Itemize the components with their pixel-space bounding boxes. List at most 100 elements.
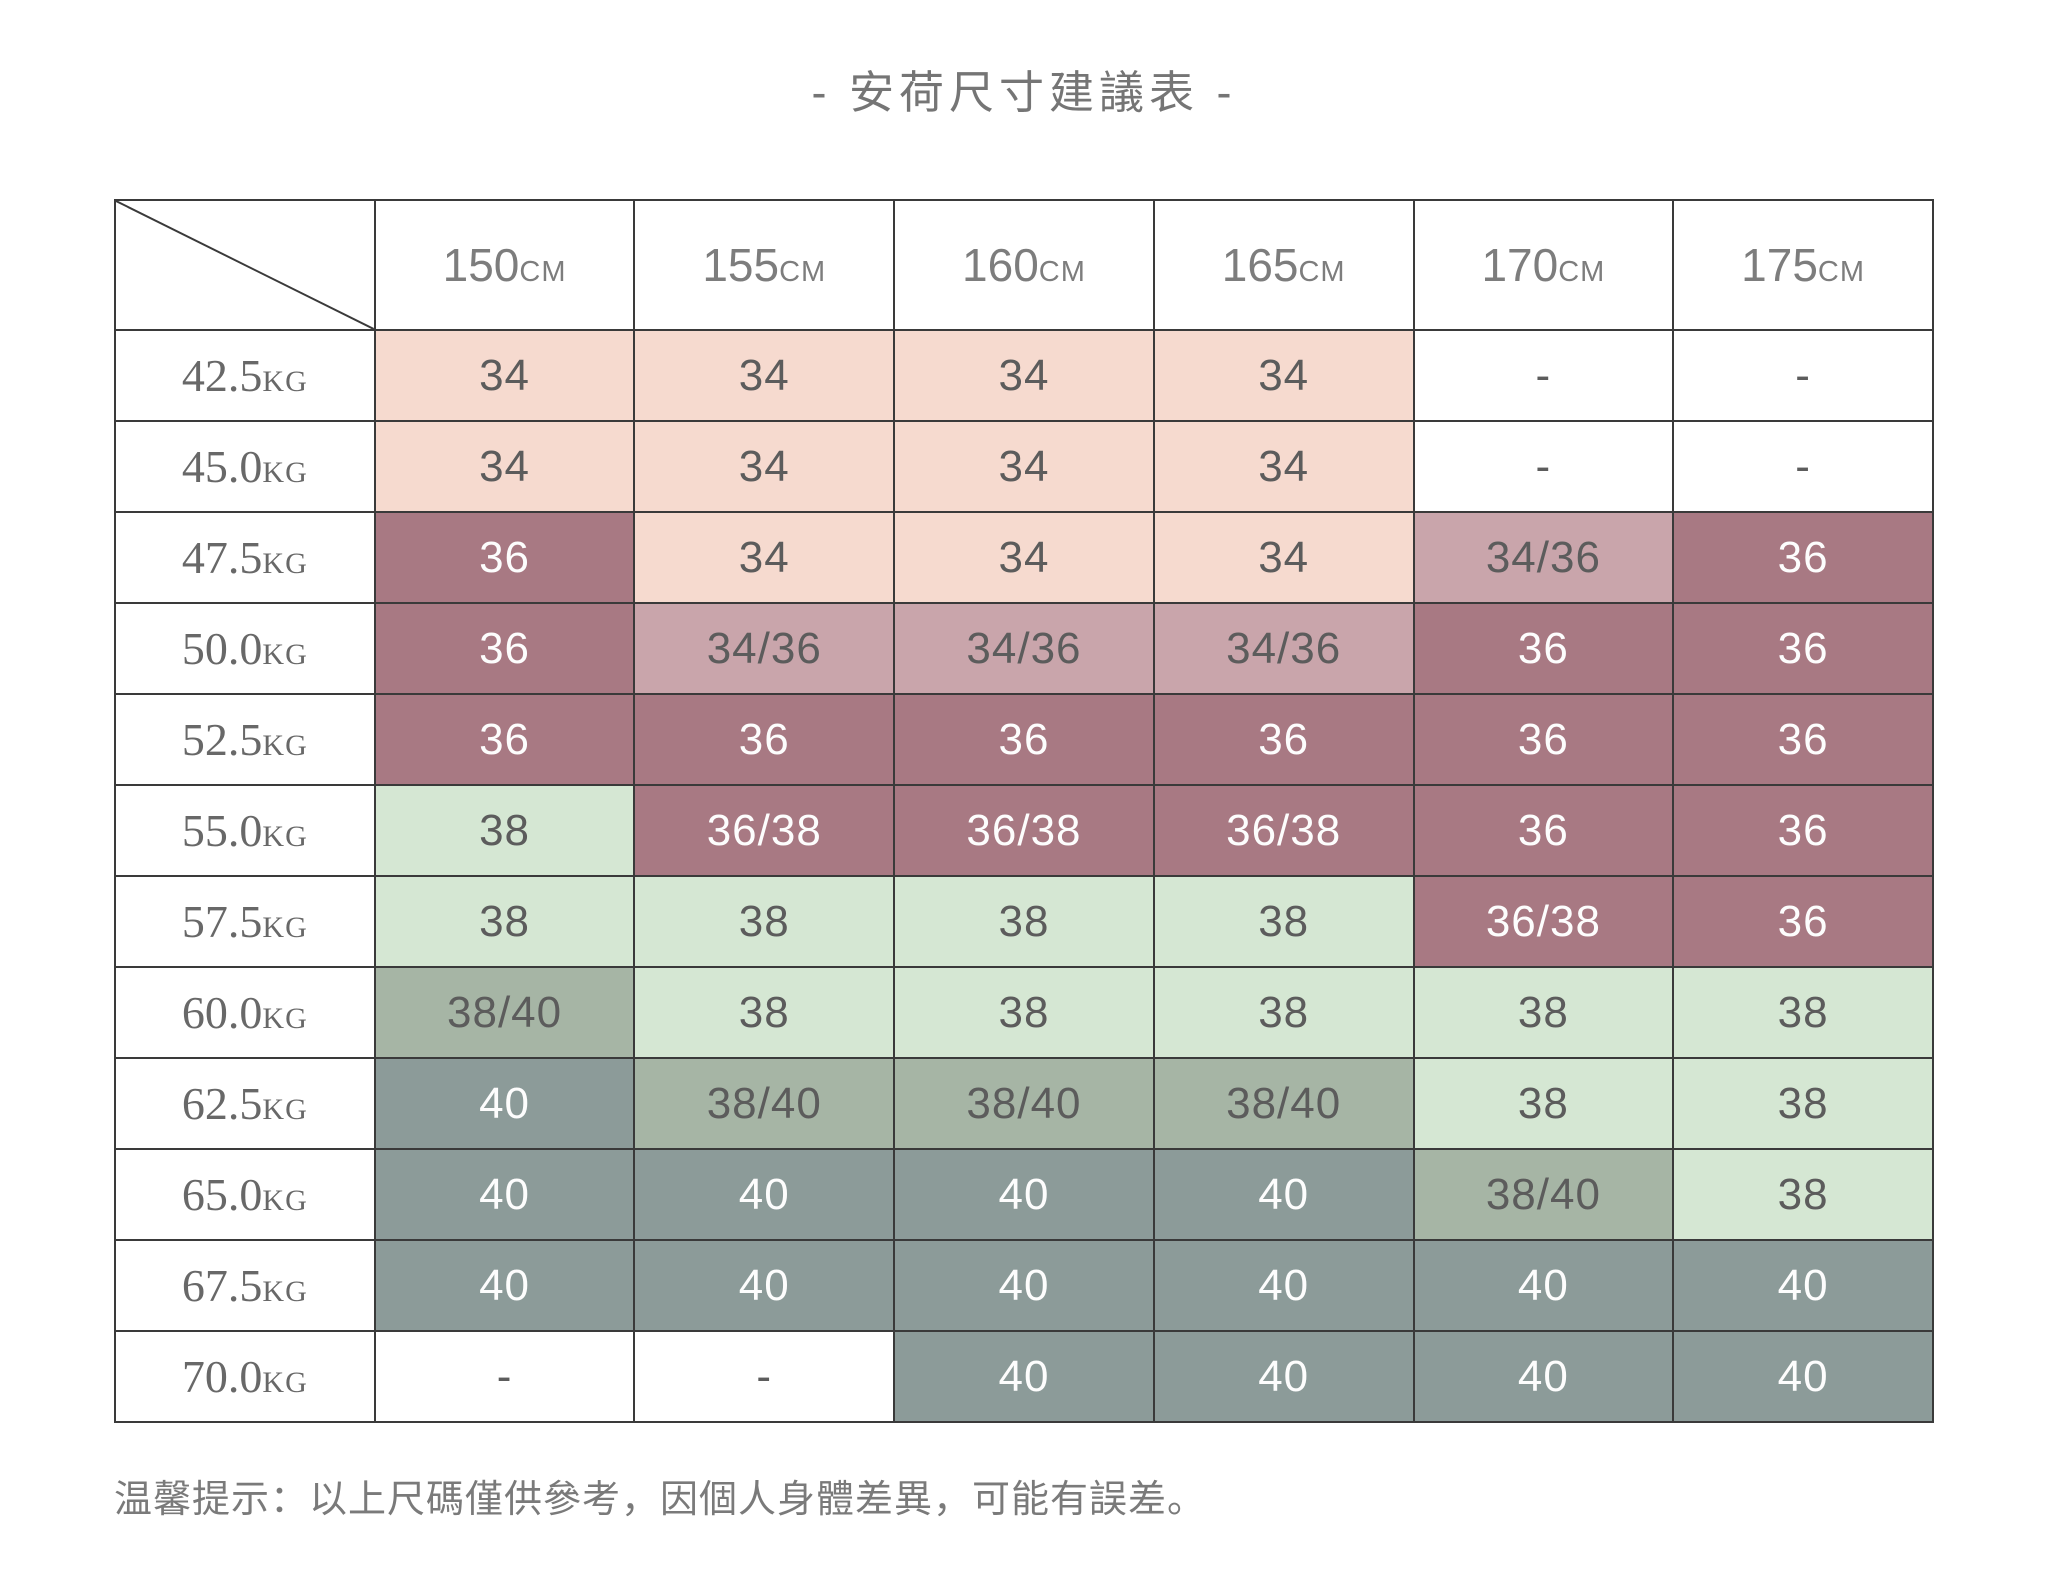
size-cell: 36/38: [1152, 784, 1415, 877]
table-row: 47.5KG 36 34 34 34 34/36 36: [114, 511, 1934, 604]
size-cell: 40: [633, 1148, 896, 1241]
table-row: 45.0KG 34 34 34 34- -: [114, 420, 1934, 513]
size-cell: -: [1412, 420, 1675, 513]
table-row: 42.5KG 34 34 34 34- -: [114, 329, 1934, 422]
size-cell: 36/38: [1412, 875, 1675, 968]
size-cell: 40: [633, 1239, 896, 1332]
size-cell: 36/38: [893, 784, 1155, 877]
size-cell: 34: [893, 329, 1155, 422]
height-header: 165CM: [1152, 199, 1415, 331]
size-cell: 38: [1672, 1148, 1934, 1241]
table-row: 62.5KG 40 38/40 38/40 38/40 38 38: [114, 1057, 1934, 1150]
size-cell: 38: [1152, 875, 1415, 968]
size-cell: 34: [1152, 420, 1415, 513]
size-cell: 34: [373, 420, 636, 513]
size-cell: 34: [633, 420, 896, 513]
size-cell: 34/36: [1412, 511, 1675, 604]
corner-cell: [114, 199, 376, 331]
weight-label: 47.5KG: [114, 511, 376, 604]
size-cell: 34: [1152, 511, 1415, 604]
size-cell: -: [373, 1330, 636, 1423]
weight-label: 67.5KG: [114, 1239, 376, 1332]
weight-label: 42.5KG: [114, 329, 376, 422]
size-cell: 36: [1672, 511, 1934, 604]
size-cell: 36: [1672, 784, 1934, 877]
size-cell: 38: [1152, 966, 1415, 1059]
size-cell: 36: [373, 602, 636, 695]
weight-label: 52.5KG: [114, 693, 376, 786]
height-header: 175CM: [1672, 199, 1934, 331]
size-cell: 36/38: [633, 784, 896, 877]
size-cell: 38/40: [373, 966, 636, 1059]
height-header: 160CM: [893, 199, 1155, 331]
size-cell: 34/36: [633, 602, 896, 695]
weight-label: 65.0KG: [114, 1148, 376, 1241]
size-cell: 36: [373, 511, 636, 604]
size-cell: 36: [373, 693, 636, 786]
size-cell: 40: [893, 1330, 1155, 1423]
size-cell: 40: [373, 1057, 636, 1150]
size-cell: 40: [1412, 1330, 1675, 1423]
size-cell: 34: [633, 511, 896, 604]
size-cell: 40: [1152, 1148, 1415, 1241]
size-cell: 36: [1672, 693, 1934, 786]
size-cell: 36: [633, 693, 896, 786]
size-cell: 38: [373, 784, 636, 877]
page-title: - 安荷尺寸建議表 -: [811, 67, 1237, 118]
size-cell: 38: [893, 875, 1155, 968]
table-row: 67.5KG 40 40 40 40 40 40: [114, 1239, 1934, 1332]
size-cell: 34/36: [893, 602, 1155, 695]
size-cell: 38: [633, 875, 896, 968]
size-cell: 36: [1412, 693, 1675, 786]
size-cell: 34: [373, 329, 636, 422]
size-cell: -: [1672, 329, 1934, 422]
size-cell: 34: [893, 420, 1155, 513]
table-row: 60.0KG 38/40 38 38 38 38 38: [114, 966, 1934, 1059]
size-cell: 34: [893, 511, 1155, 604]
size-cell: 36: [1152, 693, 1415, 786]
size-cell: 40: [1412, 1239, 1675, 1332]
size-cell: -: [633, 1330, 896, 1423]
size-cell: 38: [1412, 1057, 1675, 1150]
size-cell: 38: [893, 966, 1155, 1059]
table-row: 65.0KG 40 40 40 40 38/40 38: [114, 1148, 1934, 1241]
size-cell: 40: [373, 1239, 636, 1332]
diagonal-divider-line: [116, 201, 374, 329]
weight-label: 50.0KG: [114, 602, 376, 695]
size-cell: 40: [1672, 1330, 1934, 1423]
size-cell: 40: [373, 1148, 636, 1241]
size-cell: 38: [373, 875, 636, 968]
table-row: 57.5KG 38 38 38 38 36/38 36: [114, 875, 1934, 968]
table-body: 42.5KG 34 34 34 34- -45.0KG 34 34 34 34- -47.5KG 36…: [114, 329, 1934, 1423]
size-cell: 36: [1412, 602, 1675, 695]
size-cell: 40: [1152, 1330, 1415, 1423]
size-cell: 40: [893, 1239, 1155, 1332]
size-cell: 36: [1412, 784, 1675, 877]
size-cell: 40: [893, 1148, 1155, 1241]
height-header: 170CM: [1412, 199, 1675, 331]
table-row: 55.0KG 38 36/38 36/38 36/38 36 36: [114, 784, 1934, 877]
size-cell: 36: [1672, 602, 1934, 695]
size-cell: 34: [633, 329, 896, 422]
size-cell: 40: [1672, 1239, 1934, 1332]
size-cell: 38: [1412, 966, 1675, 1059]
weight-label: 57.5KG: [114, 875, 376, 968]
weight-label: 45.0KG: [114, 420, 376, 513]
size-cell: 36: [893, 693, 1155, 786]
size-cell: 38/40: [633, 1057, 896, 1150]
size-cell: 38: [1672, 1057, 1934, 1150]
header-row: 150CM 155CM 160CM 165CM 170CM 175CM: [114, 199, 1934, 331]
size-cell: -: [1412, 329, 1675, 422]
size-cell: -: [1672, 420, 1934, 513]
weight-label: 60.0KG: [114, 966, 376, 1059]
weight-label: 62.5KG: [114, 1057, 376, 1150]
weight-label: 70.0KG: [114, 1330, 376, 1423]
table-row: 50.0KG 36 34/36 34/36 34/36 36 36: [114, 602, 1934, 695]
table-row: 52.5KG 36 36 36 36 36 36: [114, 693, 1934, 786]
size-cell: 38/40: [1152, 1057, 1415, 1150]
footer-note: 温馨提示：以上尺碼僅供參考，因個人身體差異，可能有誤差。: [114, 1479, 1207, 1521]
weight-label: 55.0KG: [114, 784, 376, 877]
size-cell: 34/36: [1152, 602, 1415, 695]
height-header: 150CM: [373, 199, 636, 331]
size-cell: 34: [1152, 329, 1415, 422]
